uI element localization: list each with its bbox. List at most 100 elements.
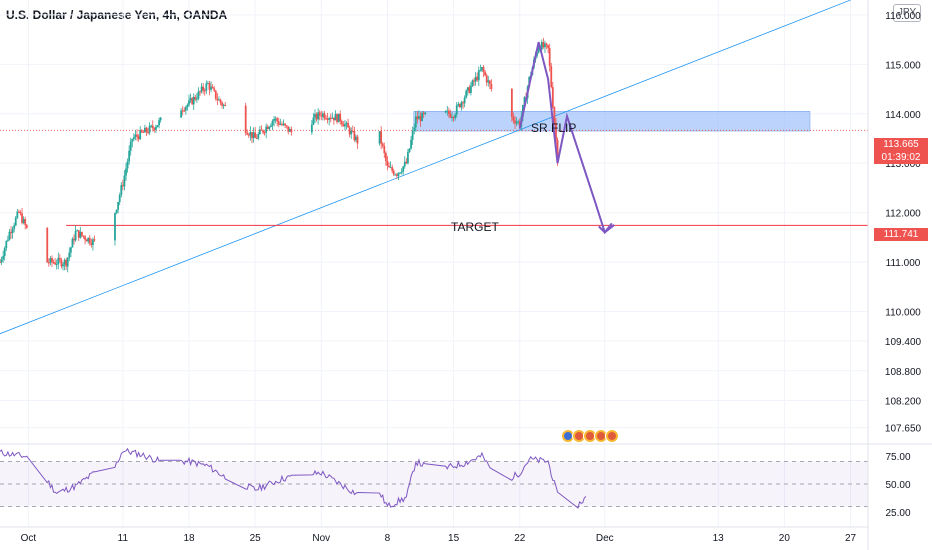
- candle-body: [380, 131, 383, 144]
- candle-body: [147, 132, 149, 134]
- target-label: TARGET: [451, 220, 499, 234]
- candle-body: [457, 103, 460, 106]
- candle-body: [403, 161, 406, 167]
- candle-body: [523, 97, 526, 105]
- candle-body: [118, 195, 121, 202]
- candle-body: [351, 130, 354, 132]
- candle-body: [407, 152, 409, 164]
- candle-body: [447, 110, 450, 115]
- candle-body: [550, 66, 553, 88]
- candle-body: [392, 170, 395, 175]
- candle-body: [396, 174, 398, 177]
- candle-body: [411, 130, 414, 140]
- currency-badge[interactable]: JPY: [893, 4, 921, 22]
- candle-body: [71, 238, 74, 248]
- event-flag-icon-center: [564, 432, 572, 440]
- candle-body: [287, 126, 290, 132]
- candle-body: [224, 104, 227, 106]
- rsi-axis: 75.00 50.00 25.00: [885, 452, 910, 519]
- candle-body: [18, 211, 20, 213]
- candle-body: [137, 136, 140, 140]
- candle-body: [485, 75, 488, 83]
- candle-body: [444, 111, 447, 113]
- price-tick: 110.000: [885, 307, 921, 318]
- candle-body: [451, 117, 453, 119]
- candle-body: [120, 185, 123, 196]
- candle-body: [345, 122, 348, 125]
- candle-body: [455, 105, 458, 115]
- candle-body: [222, 104, 225, 106]
- candle-body: [400, 171, 403, 173]
- candle-body: [446, 110, 449, 112]
- candle-body: [132, 137, 135, 139]
- candle-body: [288, 129, 291, 132]
- candle-body: [8, 231, 11, 240]
- candle-body: [468, 87, 471, 93]
- candle-body: [479, 70, 482, 72]
- candle-body: [79, 231, 82, 238]
- candle-body: [315, 113, 318, 120]
- candle-body: [510, 88, 513, 117]
- candle-body: [57, 257, 60, 265]
- candle-body: [159, 117, 162, 121]
- candle-body: [331, 117, 334, 119]
- candle-body: [325, 118, 327, 120]
- candle-body: [334, 114, 337, 121]
- candle-body: [418, 116, 420, 120]
- candle-body: [244, 105, 247, 134]
- candle-body: [383, 146, 386, 154]
- candle-body: [285, 125, 288, 127]
- candle-body: [199, 91, 201, 93]
- candle-body: [203, 90, 206, 92]
- candle-body: [276, 118, 279, 122]
- time-tick: 25: [250, 533, 262, 544]
- candle-body: [265, 126, 268, 133]
- candle-body: [25, 224, 28, 228]
- rsi-tick: 25.00: [885, 508, 910, 519]
- price-tick: 116.000: [885, 11, 921, 22]
- candle-body: [126, 161, 129, 169]
- time-tick: 15: [448, 533, 460, 544]
- time-tick: 20: [779, 533, 791, 544]
- rsi-levels: [0, 461, 868, 507]
- price-tick: 113.000: [885, 159, 921, 170]
- candle-body: [194, 96, 197, 100]
- candle-body: [208, 83, 211, 90]
- candle-body: [183, 110, 186, 112]
- time-tick: 11: [118, 533, 129, 544]
- time-tick: Dec: [596, 533, 614, 544]
- candle-body: [389, 167, 392, 169]
- candle-body: [342, 124, 345, 127]
- candle-body: [281, 123, 283, 125]
- candle-body: [482, 66, 485, 72]
- candle-body: [19, 212, 22, 214]
- candle-body: [73, 238, 75, 241]
- event-flag-icon-center: [597, 432, 605, 440]
- candle-body: [202, 86, 205, 91]
- candle-body: [2, 255, 5, 260]
- candle-body: [218, 99, 220, 101]
- candle-body: [333, 117, 335, 121]
- projection-arrowhead: [598, 222, 613, 234]
- candle-body: [344, 124, 346, 127]
- candle-body: [555, 123, 557, 140]
- candle-body: [252, 132, 255, 139]
- candle-body: [279, 123, 282, 125]
- candle-body: [340, 121, 343, 125]
- time-tick: 22: [514, 533, 526, 544]
- rsi-line: [0, 447, 587, 509]
- candle-body: [121, 185, 124, 187]
- candle-body: [378, 131, 381, 144]
- candle-body: [466, 87, 469, 91]
- candle-body: [537, 46, 540, 53]
- candle-body: [350, 130, 353, 135]
- candle-body: [82, 235, 85, 237]
- candle-body: [140, 129, 143, 132]
- candle-body: [391, 167, 394, 171]
- candle-body: [148, 125, 151, 133]
- candle-body: [336, 114, 338, 123]
- candle-body: [414, 116, 417, 128]
- candle-body: [270, 125, 272, 127]
- target-price-badge: 111.741: [874, 228, 928, 241]
